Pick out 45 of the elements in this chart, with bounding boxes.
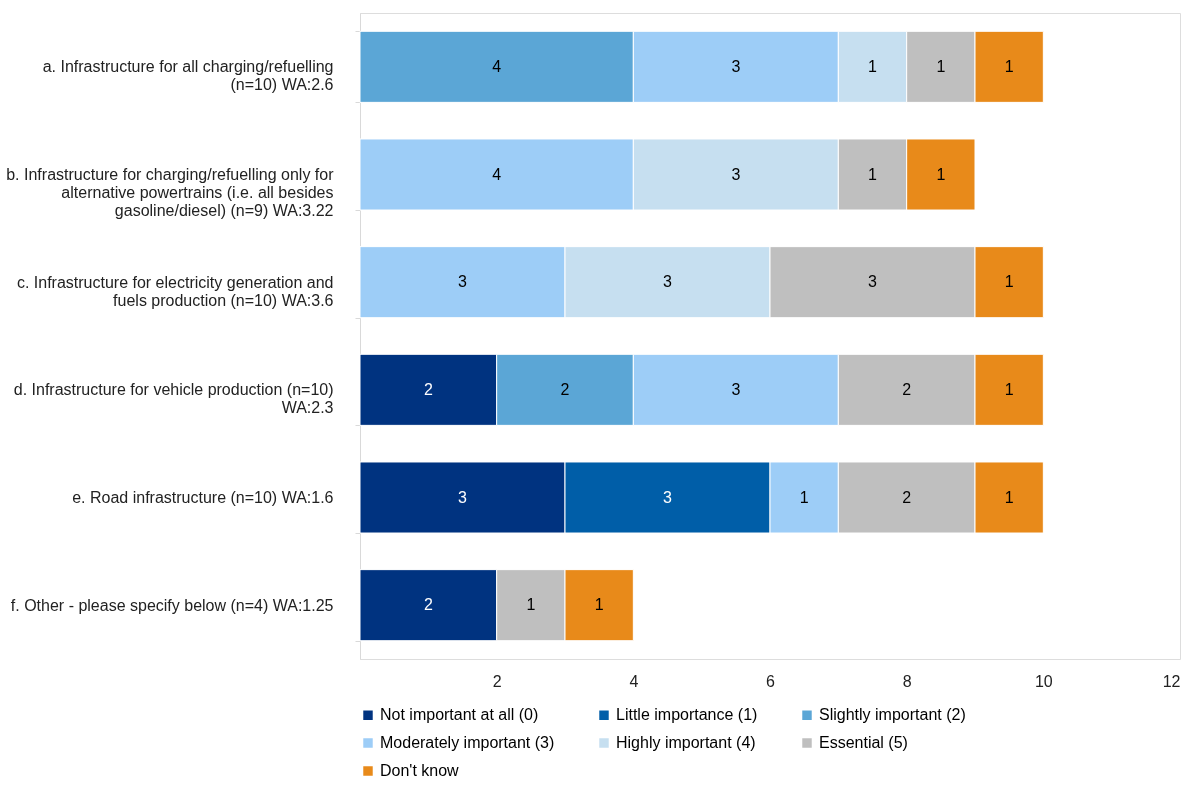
data-label: 2: [902, 488, 912, 506]
data-label: 3: [731, 57, 741, 75]
x-tick-label: 2: [492, 672, 502, 690]
y-tick-label: d. Infrastructure for vehicle production (n=10) WA:2.3: [13, 381, 334, 417]
y-tick-label: c. Infrastructure for electricity generation and fuels production (n=10) WA:3.6: [16, 273, 334, 309]
x-tick-label: 4: [629, 672, 639, 690]
y-tick-label: a. Infrastructure for all charging/refuelling (n=10) WA:2.6: [42, 58, 334, 94]
data-label: 1: [594, 596, 604, 614]
data-label: 1: [799, 488, 809, 506]
data-label: 2: [902, 380, 912, 398]
data-label: 1: [526, 596, 536, 614]
x-tick-label: 6: [766, 672, 776, 690]
legend-label: Slightly important (2): [819, 706, 966, 724]
data-label: 4: [492, 165, 502, 183]
data-label: 1: [936, 165, 946, 183]
data-label: 3: [731, 380, 741, 398]
legend-label: Essential (5): [819, 734, 908, 751]
x-tick-label: 10: [1034, 672, 1053, 690]
data-label: 3: [663, 488, 673, 506]
data-label: 4: [492, 57, 502, 75]
x-tick-label: 8: [902, 672, 912, 690]
data-label: 1: [1004, 273, 1014, 291]
legend-label: Don't know: [380, 762, 460, 779]
legend-label: Not important at all (0): [380, 706, 539, 724]
data-label: 3: [458, 488, 468, 506]
legend-label: Highly important (4): [616, 734, 756, 751]
data-label: 2: [423, 380, 433, 398]
data-label: 3: [868, 273, 878, 291]
data-label: 1: [868, 165, 878, 183]
data-label: 1: [1004, 380, 1014, 398]
y-tick-label: b. Infrastructure for charging/refuelling only for alternative powertrains (i.e. all besides gasoline/diesel) (n=9) WA:3.22: [6, 166, 335, 219]
data-label: 3: [731, 165, 741, 183]
data-label: 1: [936, 57, 946, 75]
data-label: 2: [423, 596, 433, 614]
data-label: 1: [1004, 57, 1014, 75]
data-label: 3: [663, 273, 673, 291]
x-tick-label: 12: [1162, 672, 1181, 690]
y-tick-label: e. Road infrastructure (n=10) WA:1.6: [72, 489, 334, 506]
legend-label: Moderately important (3): [380, 734, 555, 751]
data-label: 1: [868, 57, 878, 75]
legend-label: Little importance (1): [616, 706, 758, 724]
data-label: 2: [560, 380, 570, 398]
data-label: 3: [458, 273, 468, 291]
y-tick-label: f. Other - please specify below (n=4) WA:1.25: [10, 596, 334, 614]
data-label: 1: [1004, 488, 1014, 506]
